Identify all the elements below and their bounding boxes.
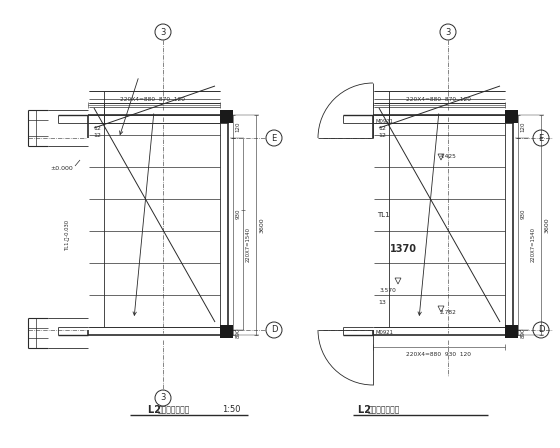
Text: E: E bbox=[272, 134, 277, 142]
Text: 12: 12 bbox=[93, 125, 101, 130]
Text: 220X4=880  930  120: 220X4=880 930 120 bbox=[405, 352, 470, 357]
Text: 12: 12 bbox=[378, 125, 386, 130]
Text: 890: 890 bbox=[520, 327, 525, 338]
Text: 3: 3 bbox=[160, 393, 166, 402]
Text: 220X4=880  870  120: 220X4=880 870 120 bbox=[120, 96, 185, 102]
Text: 120: 120 bbox=[236, 121, 240, 132]
Bar bbox=[505, 325, 518, 338]
Bar bbox=[220, 325, 233, 338]
Text: 890: 890 bbox=[236, 327, 240, 338]
Text: 3600: 3600 bbox=[544, 217, 549, 233]
Text: M0921: M0921 bbox=[376, 330, 394, 335]
Text: E: E bbox=[538, 134, 544, 142]
Text: 4.425: 4.425 bbox=[440, 154, 456, 159]
Text: 220X4=880  870  120: 220X4=880 870 120 bbox=[405, 96, 470, 102]
Text: L2: L2 bbox=[358, 405, 375, 415]
Text: 12: 12 bbox=[93, 133, 101, 138]
Text: D: D bbox=[270, 326, 277, 335]
Text: ±0.000: ±0.000 bbox=[50, 165, 73, 171]
Text: 2.782: 2.782 bbox=[440, 310, 456, 314]
Text: 3: 3 bbox=[160, 27, 166, 36]
Text: 120: 120 bbox=[520, 121, 525, 132]
Text: TL1,梯-0.030: TL1,梯-0.030 bbox=[64, 219, 69, 250]
Text: 1:50: 1:50 bbox=[222, 405, 240, 414]
Text: 3.570: 3.570 bbox=[380, 288, 396, 293]
Text: 220X7=1540: 220X7=1540 bbox=[530, 227, 535, 262]
Text: 3: 3 bbox=[445, 27, 451, 36]
Text: 12: 12 bbox=[378, 133, 386, 138]
Text: M0921: M0921 bbox=[376, 119, 394, 124]
Bar bbox=[220, 110, 233, 123]
Text: 楼梯二层平面图: 楼梯二层平面图 bbox=[368, 405, 400, 414]
Text: 楼梯首层平面图: 楼梯首层平面图 bbox=[158, 405, 190, 414]
Text: 3600: 3600 bbox=[259, 217, 264, 233]
Text: L2: L2 bbox=[148, 405, 165, 415]
Bar bbox=[505, 110, 518, 123]
Text: 1370: 1370 bbox=[390, 244, 417, 254]
Text: 13: 13 bbox=[378, 300, 386, 305]
Text: 220X7=1540: 220X7=1540 bbox=[245, 227, 250, 262]
Text: 930: 930 bbox=[520, 209, 525, 219]
Text: D: D bbox=[538, 326, 544, 335]
Text: 930: 930 bbox=[236, 209, 240, 219]
Text: TL1: TL1 bbox=[377, 212, 389, 218]
